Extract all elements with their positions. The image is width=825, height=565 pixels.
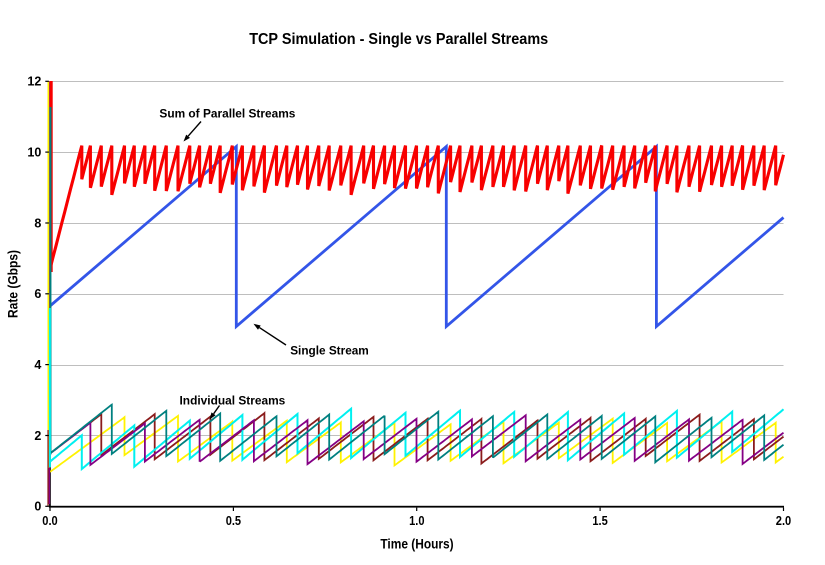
svg-text:Single Stream: Single Stream	[290, 344, 369, 358]
svg-text:8: 8	[34, 216, 41, 230]
svg-text:2: 2	[34, 429, 41, 443]
svg-text:TCP Simulation - Single vs Par: TCP Simulation - Single vs Parallel Stre…	[249, 31, 548, 48]
svg-text:Individual Streams: Individual Streams	[180, 394, 286, 408]
svg-text:0: 0	[34, 500, 41, 514]
svg-text:Rate (Gbps): Rate (Gbps)	[5, 250, 20, 318]
svg-text:12: 12	[27, 75, 41, 89]
svg-text:Sum of Parallel Streams: Sum of Parallel Streams	[159, 106, 295, 120]
svg-text:2.0: 2.0	[776, 514, 791, 528]
svg-text:Time (Hours): Time (Hours)	[380, 536, 453, 551]
svg-text:0.0: 0.0	[42, 514, 57, 528]
svg-text:10: 10	[27, 145, 41, 159]
svg-text:1.0: 1.0	[409, 514, 424, 528]
svg-text:0.5: 0.5	[226, 514, 241, 528]
svg-text:6: 6	[34, 287, 41, 301]
svg-text:1.5: 1.5	[592, 514, 607, 528]
svg-text:4: 4	[34, 358, 41, 372]
